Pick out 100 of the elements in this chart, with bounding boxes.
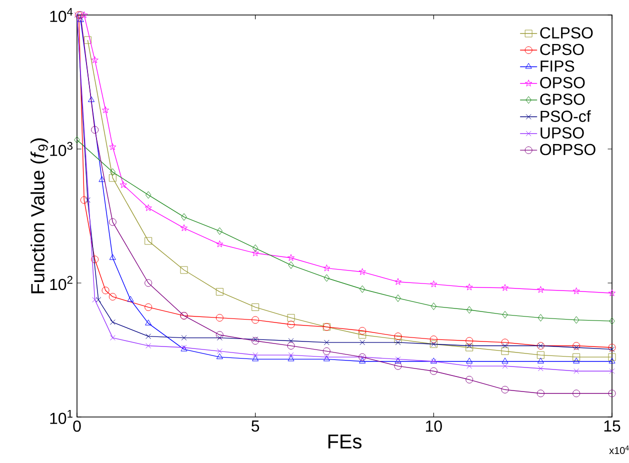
point	[536, 351, 544, 359]
point	[102, 286, 110, 294]
legend-label: PSO-cf	[540, 110, 591, 122]
point	[146, 343, 152, 348]
point	[572, 287, 580, 294]
point	[74, 136, 80, 144]
legend-label: FIPS	[540, 60, 574, 72]
point	[288, 338, 294, 344]
point	[98, 176, 106, 182]
point	[501, 284, 509, 291]
point	[92, 297, 98, 302]
legend-label: CLPSO	[540, 27, 593, 39]
point	[109, 254, 116, 260]
point	[216, 240, 224, 248]
y-tick-label: 10$^{4}$	[50, 8, 73, 22]
point	[394, 362, 402, 370]
point	[216, 288, 224, 296]
point	[102, 106, 110, 114]
point	[80, 11, 88, 18]
point	[609, 368, 615, 374]
point	[501, 338, 509, 346]
x-tick-label: 5	[252, 420, 260, 432]
point	[110, 168, 116, 176]
point	[608, 344, 616, 352]
point	[395, 340, 401, 346]
point	[466, 376, 474, 384]
y-axis-title: Function Value (f$_{9}$)	[30, 138, 48, 294]
point	[501, 386, 509, 394]
point	[252, 249, 259, 256]
point	[536, 390, 544, 398]
point	[252, 336, 258, 342]
point	[108, 174, 116, 182]
point	[145, 191, 152, 199]
y-tick-label: 10$^{2}$	[50, 276, 72, 290]
point	[252, 352, 258, 358]
legend-label: OPPSO	[540, 144, 596, 156]
x-tick-label: 10	[426, 420, 442, 432]
point	[216, 353, 223, 360]
point	[180, 224, 188, 232]
point	[252, 303, 260, 311]
point	[216, 331, 224, 339]
point	[288, 352, 294, 358]
point	[501, 347, 509, 355]
point	[538, 366, 544, 372]
point	[572, 353, 580, 361]
point	[572, 342, 580, 350]
point	[216, 348, 222, 354]
point	[502, 358, 508, 364]
point	[287, 254, 295, 261]
point	[216, 227, 223, 235]
text: x10$^{4}$	[609, 446, 629, 454]
point	[573, 358, 580, 364]
legend-label: OPSO	[540, 77, 585, 88]
x-axis-title: FEs	[328, 434, 362, 449]
point	[394, 332, 402, 340]
legend-label: GPSO	[540, 94, 585, 105]
point	[394, 278, 402, 285]
point	[108, 218, 116, 226]
point	[608, 353, 616, 361]
point	[466, 306, 472, 314]
point	[252, 316, 260, 324]
point	[466, 337, 474, 345]
point	[324, 274, 330, 282]
point	[91, 56, 98, 64]
point	[608, 358, 616, 364]
point	[608, 390, 616, 398]
point	[84, 197, 90, 203]
point	[609, 317, 615, 325]
point	[360, 340, 366, 346]
point	[608, 289, 616, 296]
point	[84, 36, 92, 44]
point	[430, 367, 438, 375]
point	[144, 279, 152, 287]
x-tick-label: 0	[73, 420, 81, 432]
point	[358, 331, 366, 339]
point	[466, 358, 473, 364]
point	[91, 126, 99, 134]
point	[574, 344, 580, 350]
point	[181, 335, 187, 341]
point	[146, 334, 152, 340]
point	[538, 314, 544, 322]
point	[322, 347, 330, 355]
y-tick-label: 10$^{1}$	[50, 410, 72, 424]
point	[252, 244, 258, 252]
point	[466, 344, 474, 352]
point	[181, 213, 187, 221]
point	[287, 314, 295, 322]
point	[502, 343, 508, 348]
point	[430, 336, 438, 344]
point	[216, 335, 222, 341]
point	[80, 196, 88, 204]
point	[108, 292, 116, 300]
point	[180, 266, 188, 274]
point	[288, 355, 294, 362]
point	[252, 337, 260, 345]
point	[537, 286, 544, 293]
point	[110, 335, 116, 341]
point	[359, 285, 366, 293]
point	[430, 280, 438, 288]
point	[574, 368, 580, 374]
